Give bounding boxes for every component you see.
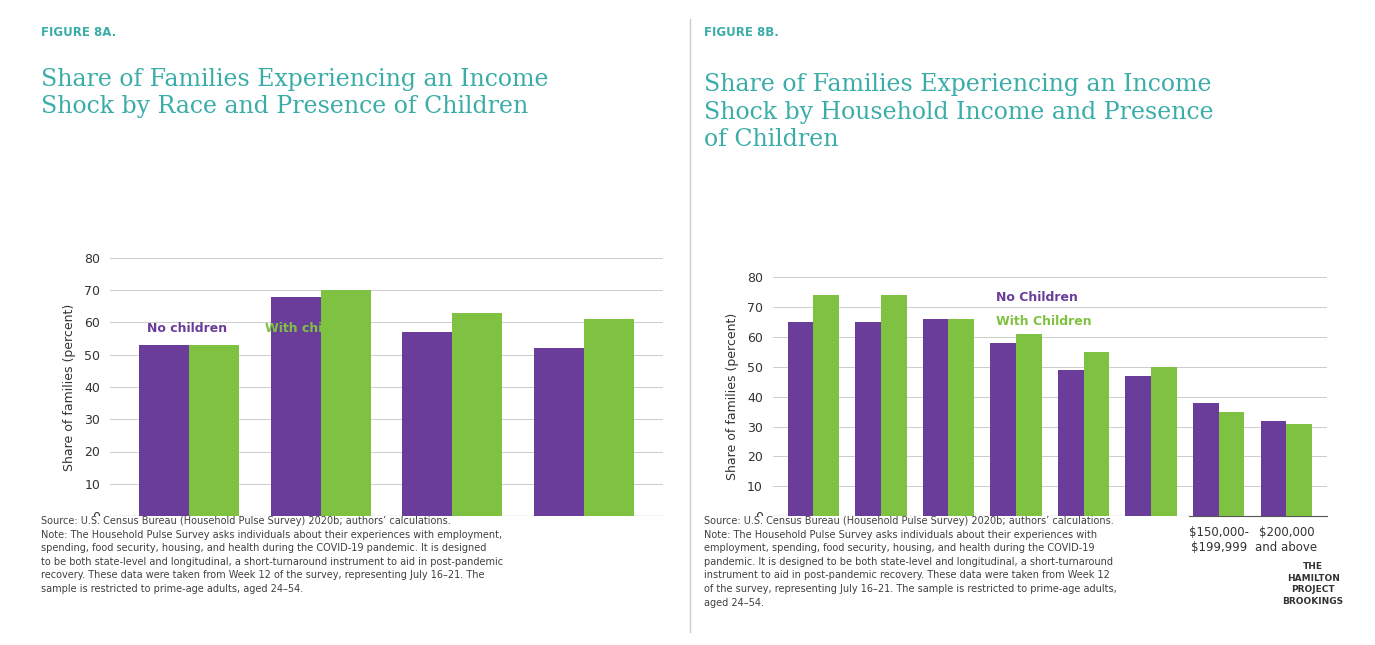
Bar	[452, 313, 502, 516]
Text: With children: With children	[265, 322, 359, 335]
Bar	[1057, 370, 1084, 516]
Text: THE
HAMILTON
PROJECT
BROOKINGS: THE HAMILTON PROJECT BROOKINGS	[1283, 562, 1343, 606]
Bar	[855, 322, 881, 516]
Bar	[1016, 334, 1042, 516]
Bar	[402, 332, 452, 516]
Bar	[788, 322, 813, 516]
Text: No Children: No Children	[996, 291, 1078, 304]
Text: FIGURE 8A.: FIGURE 8A.	[41, 26, 117, 39]
Text: Source: U.S. Census Bureau (Household Pulse Survey) 2020b; authors’ calculations: Source: U.S. Census Bureau (Household Pu…	[41, 516, 503, 594]
Bar	[813, 295, 839, 516]
Y-axis label: Share of families (percent): Share of families (percent)	[726, 313, 738, 481]
Y-axis label: Share of families (percent): Share of families (percent)	[63, 303, 76, 471]
Text: Share of Families Experiencing an Income
Shock by Household Income and Presence
: Share of Families Experiencing an Income…	[704, 74, 1214, 152]
Bar	[188, 345, 239, 516]
Bar	[1084, 352, 1110, 516]
Text: No children: No children	[147, 322, 227, 335]
Bar	[1218, 412, 1244, 516]
Bar	[320, 290, 371, 516]
Bar	[271, 297, 320, 516]
Bar	[139, 345, 188, 516]
Bar	[1194, 402, 1218, 516]
Bar	[584, 319, 634, 516]
Bar	[1126, 376, 1151, 516]
Bar	[1261, 421, 1287, 516]
Bar	[990, 343, 1016, 516]
Bar	[534, 348, 584, 516]
Text: With Children: With Children	[996, 315, 1092, 328]
Bar	[881, 295, 906, 516]
Bar	[1151, 367, 1177, 516]
Text: Source: U.S. Census Bureau (Household Pulse Survey) 2020b; authors’ calculations: Source: U.S. Census Bureau (Household Pu…	[704, 516, 1116, 608]
Text: FIGURE 8B.: FIGURE 8B.	[704, 26, 778, 39]
Bar	[949, 319, 973, 516]
Bar	[1287, 424, 1312, 516]
Bar	[923, 319, 949, 516]
Text: Share of Families Experiencing an Income
Shock by Race and Presence of Children: Share of Families Experiencing an Income…	[41, 68, 549, 118]
